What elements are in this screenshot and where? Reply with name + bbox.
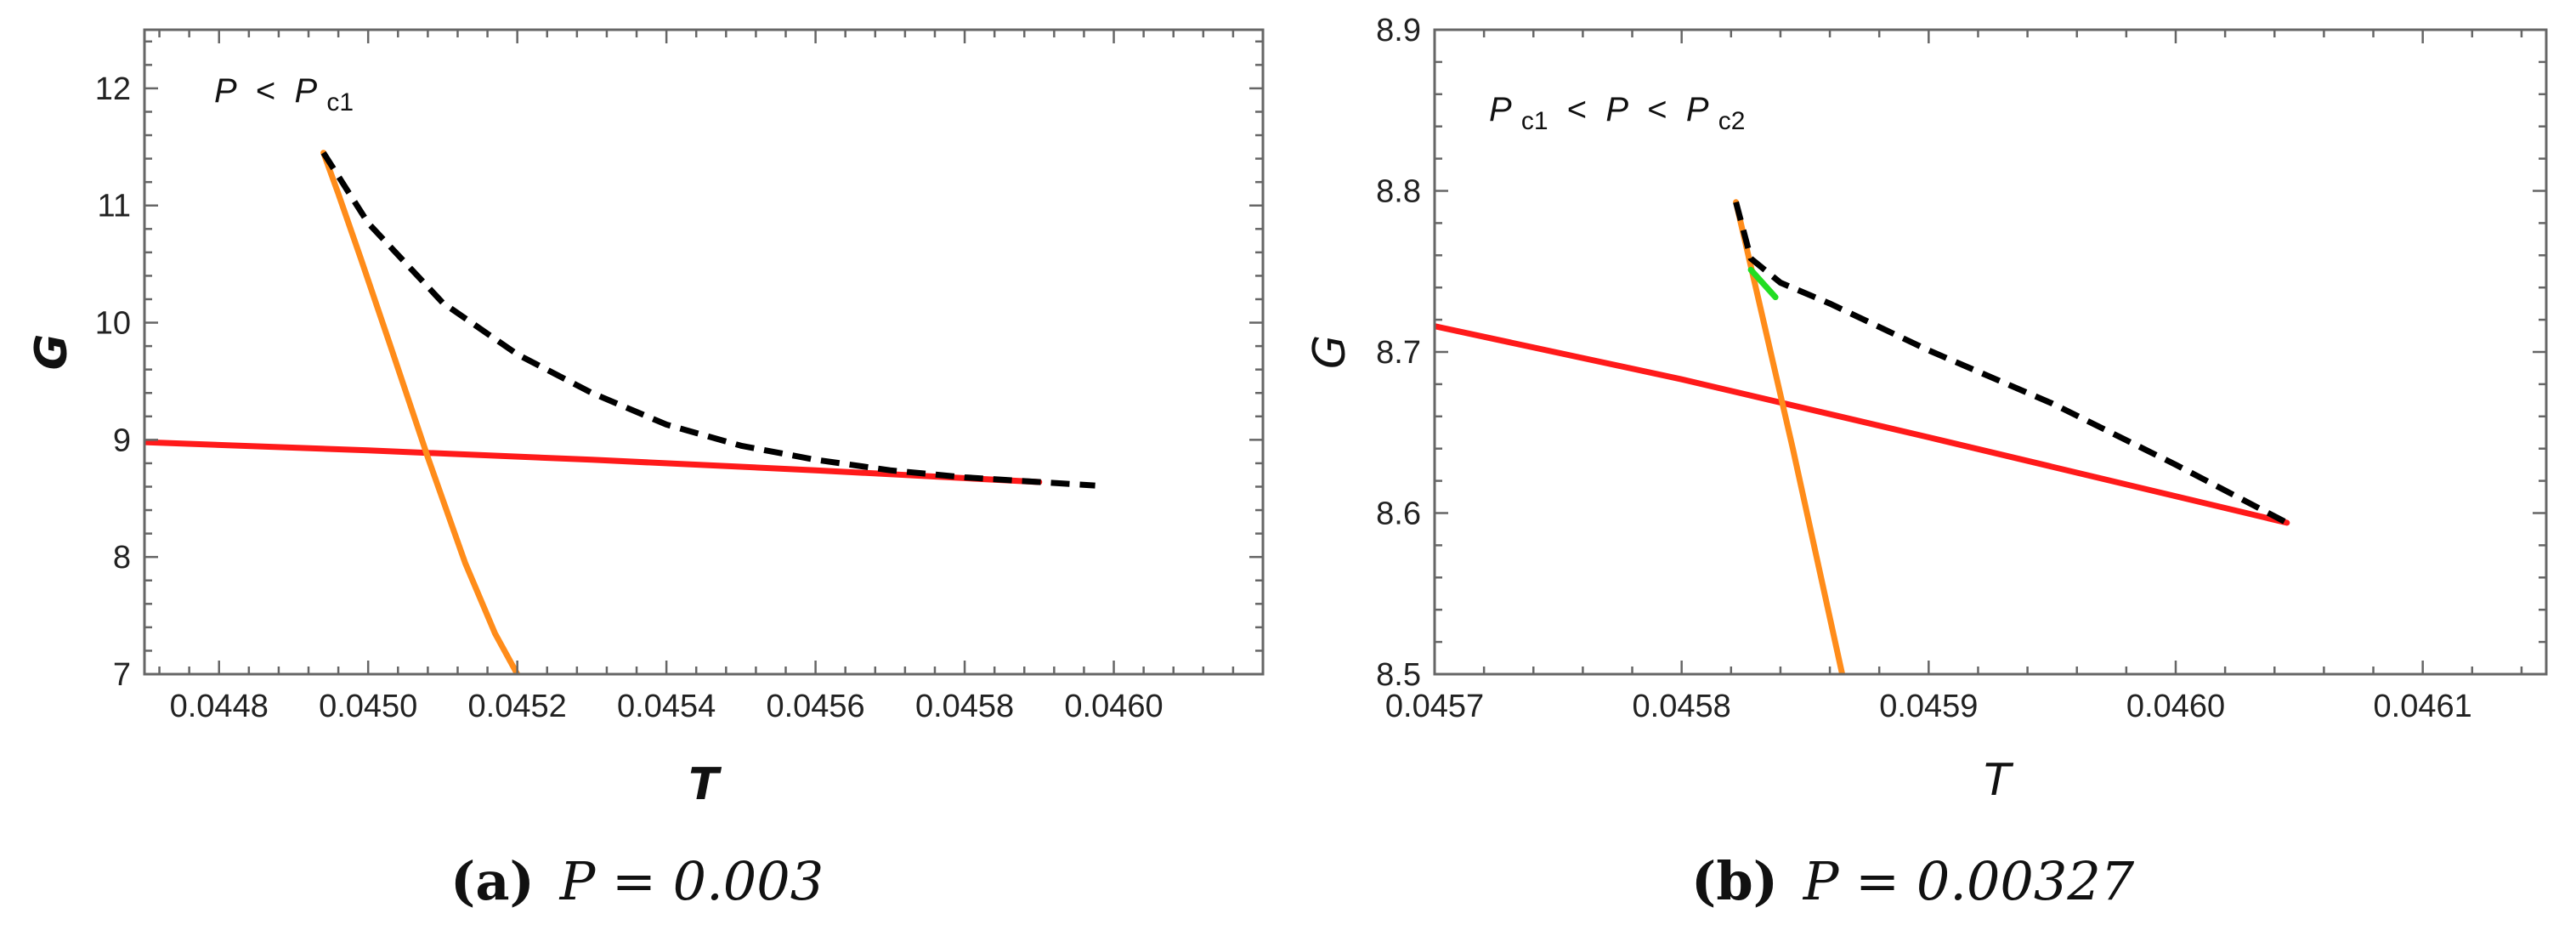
panel-b-ticks: 0.0457 0.0458 0.0459 0.0460 0.0461 8.5 8.6 8.7 8… [1376, 13, 2546, 724]
panel-b: 0.0457 0.0458 0.0459 0.0460 0.0461 8.5 8.6 8.7 8… [1305, 13, 2548, 912]
panel-b-x-tick-label: 0.0460 [2126, 689, 2225, 724]
panel-b-black-branch-line [1733, 201, 2289, 526]
panel-a-x-tick-label: 0.0452 [468, 689, 567, 724]
panel-b-x-tick-label: 0.0458 [1633, 689, 1731, 724]
panel-a-x-tick-label: 0.0460 [1064, 689, 1163, 724]
panel-a-ticks: 0.0448 0.0450 0.0452 0.0454 0.0456 0.0458 0.04… [95, 30, 1263, 724]
panel-a-y-tick-label: 11 [98, 189, 131, 224]
panel-b-y-tick-label: 8.5 [1376, 657, 1421, 693]
panel-b-y-tick-label: 8.7 [1376, 335, 1421, 371]
panel-a-x-tick-label: 0.0456 [766, 689, 864, 724]
panel-a-red-branch-line [144, 439, 1043, 485]
panel-b-y-tick-label: 8.8 [1376, 174, 1421, 210]
panel-a-y-tick-label: 8 [113, 540, 131, 576]
panel-b-x-tick-label: 0.0461 [2374, 689, 2472, 724]
panel-a-x-tick-label: 0.0458 [915, 689, 1014, 724]
panel-b-x-tick-label: 0.0459 [1879, 689, 1978, 724]
panel-a-frame [143, 28, 1265, 676]
panel-b-plot-area [1435, 199, 2290, 674]
panel-b-x-tick-label: 0.0457 [1385, 689, 1484, 724]
panel-a-y-tick-label: 9 [113, 423, 131, 458]
panel-b-x-axis-title: T [1984, 755, 2014, 806]
panel-a-x-tick-label: 0.0450 [319, 689, 417, 724]
panel-a-plot-area [144, 150, 1096, 674]
panel-a-y-axis-title: G [26, 334, 77, 371]
panel-b-y-tick-label: 8.6 [1376, 496, 1421, 532]
panel-a-x-axis-title: T [688, 759, 722, 810]
panel-b-caption: (b) P = 0.00327 [1691, 850, 2135, 912]
panel-a: 0.0448 0.0450 0.0452 0.0454 0.0456 0.0458 0.04… [26, 28, 1265, 912]
panel-a-annotation: P < P c1 [214, 72, 354, 116]
panel-b-y-axis-title: G [1305, 335, 1356, 369]
panel-a-y-tick-label: 7 [113, 657, 131, 693]
panel-a-orange-branch-line [320, 150, 521, 674]
panel-a-y-tick-label: 10 [95, 306, 131, 342]
panel-a-caption: (a) P = 0.003 [450, 850, 824, 912]
panel-b-green-branch-line [1747, 266, 1779, 301]
panel-a-x-tick-label: 0.0448 [170, 689, 269, 724]
panel-b-y-tick-label: 8.9 [1376, 13, 1421, 48]
panel-a-y-tick-label: 12 [95, 71, 131, 107]
panel-a-x-tick-label: 0.0454 [617, 689, 716, 724]
panel-a-black-branch-line [320, 150, 1096, 489]
panel-b-annotation: P c1 < P < P c2 [1489, 91, 1745, 137]
panel-b-red-branch-line [1435, 323, 2290, 526]
